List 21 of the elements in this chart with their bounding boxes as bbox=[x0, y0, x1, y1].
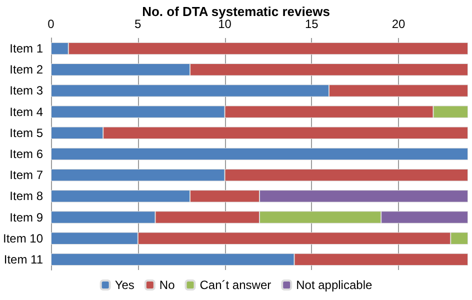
chart-title: No. of DTA systematic reviews bbox=[142, 4, 330, 19]
y-tick-label: Item 7 bbox=[10, 168, 44, 182]
legend-label: Not applicable bbox=[296, 278, 372, 292]
y-tick-label: Item 6 bbox=[10, 147, 44, 161]
y-tick-label: Item 10 bbox=[2, 231, 44, 246]
y-tick-label: Item 11 bbox=[4, 252, 44, 266]
legend-label: Yes bbox=[114, 278, 134, 292]
x-tick-label: 0 bbox=[48, 17, 55, 31]
x-tick-label: 5 bbox=[134, 17, 142, 31]
y-tick-label: Item 8 bbox=[10, 189, 44, 204]
y-tick-label: Item 1 bbox=[10, 42, 44, 56]
y-tick-label: Item 5 bbox=[10, 126, 44, 140]
legend-label: Can´t answer bbox=[200, 278, 272, 292]
x-tick-label: 15 bbox=[304, 17, 319, 31]
y-tick-label: Item 2 bbox=[10, 62, 44, 77]
bar bbox=[51, 148, 468, 160]
y-tick-label: Item 9 bbox=[10, 210, 44, 224]
legend-label: No bbox=[159, 278, 176, 292]
y-tick-label: Item 3 bbox=[10, 84, 44, 98]
y-tick-label: Item 4 bbox=[10, 104, 44, 119]
x-tick-label: 20 bbox=[392, 17, 406, 31]
